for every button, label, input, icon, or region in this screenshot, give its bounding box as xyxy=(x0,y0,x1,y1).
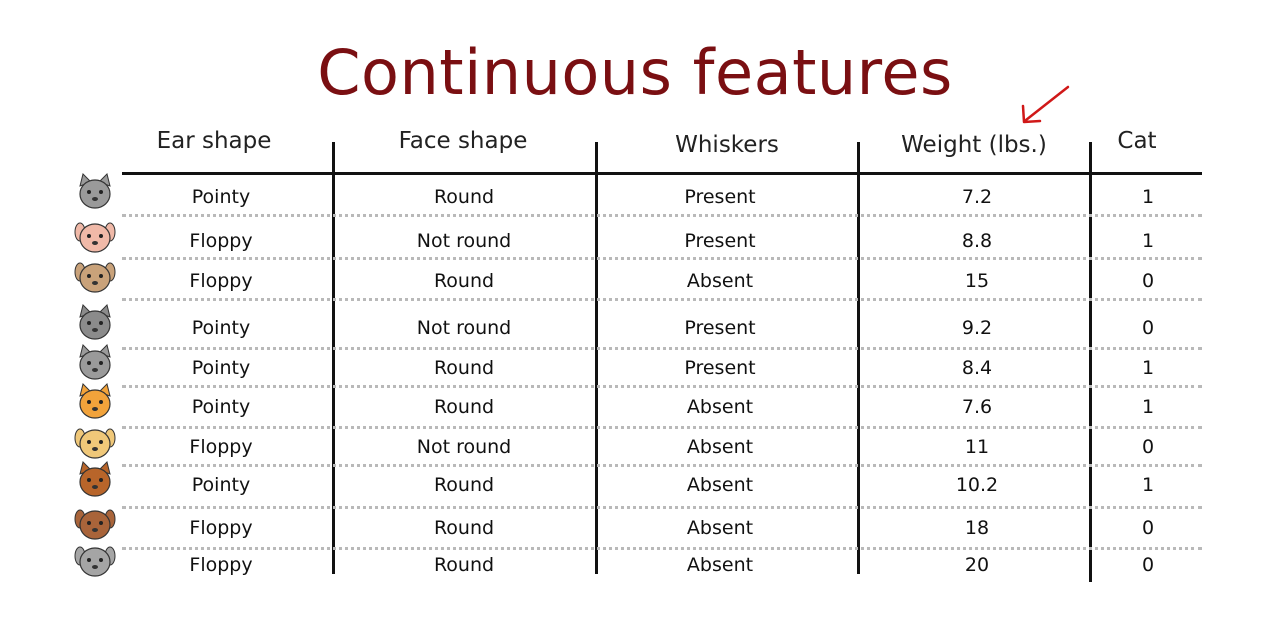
cell-whiskers: Present xyxy=(684,230,756,252)
gray-wolf-icon xyxy=(79,304,111,340)
header-face-shape: Face shape xyxy=(398,128,528,154)
red-arrow-icon xyxy=(1021,85,1070,124)
cell-face: Round xyxy=(433,186,495,208)
header-weight: Weight (lbs.) xyxy=(901,132,1047,158)
cell-face: Not round xyxy=(416,230,512,252)
cell-whiskers: Absent xyxy=(686,517,754,539)
column-divider xyxy=(857,142,860,574)
cell-ear: Pointy xyxy=(191,317,251,339)
cell-face: Not round xyxy=(416,317,512,339)
cell-cat: 0 xyxy=(1141,270,1155,292)
cell-ear: Floppy xyxy=(189,230,253,252)
cell-face: Round xyxy=(433,396,495,418)
cell-weight: 10.2 xyxy=(955,474,999,496)
cell-whiskers: Present xyxy=(684,317,756,339)
cell-cat: 1 xyxy=(1141,396,1155,418)
row-separator xyxy=(122,385,1202,388)
cell-cat: 0 xyxy=(1141,517,1155,539)
orange-cat-icon xyxy=(79,383,111,419)
cell-ear: Floppy xyxy=(189,517,253,539)
gray-cat-icon xyxy=(79,344,111,380)
cell-cat: 1 xyxy=(1141,230,1155,252)
cell-weight: 7.6 xyxy=(961,396,993,418)
brown-dog-icon xyxy=(74,509,116,540)
gray-cat-icon xyxy=(79,173,111,209)
column-divider xyxy=(332,142,335,574)
cell-weight: 18 xyxy=(964,517,990,539)
cell-whiskers: Absent xyxy=(686,436,754,458)
cell-cat: 0 xyxy=(1141,554,1155,576)
cell-whiskers: Present xyxy=(684,357,756,379)
cell-whiskers: Absent xyxy=(686,554,754,576)
cell-ear: Pointy xyxy=(191,474,251,496)
cell-cat: 1 xyxy=(1141,474,1155,496)
slide-title: Continuous features xyxy=(317,36,953,109)
cell-weight: 7.2 xyxy=(961,186,993,208)
cell-whiskers: Present xyxy=(684,186,756,208)
gray-dog-icon xyxy=(74,546,116,577)
cell-weight: 9.2 xyxy=(961,317,993,339)
cell-whiskers: Absent xyxy=(686,396,754,418)
yellow-dog-icon xyxy=(74,428,116,459)
cell-face: Round xyxy=(433,270,495,292)
cell-face: Not round xyxy=(416,436,512,458)
cell-ear: Floppy xyxy=(189,554,253,576)
cell-face: Round xyxy=(433,554,495,576)
cell-cat: 0 xyxy=(1141,317,1155,339)
cell-weight: 11 xyxy=(964,436,990,458)
column-divider xyxy=(1089,142,1092,582)
row-separator xyxy=(122,257,1202,260)
cell-weight: 8.4 xyxy=(961,357,993,379)
cell-ear: Pointy xyxy=(191,186,251,208)
column-divider xyxy=(595,142,598,574)
cell-face: Round xyxy=(433,474,495,496)
cell-cat: 1 xyxy=(1141,357,1155,379)
row-separator xyxy=(122,464,1202,467)
cell-ear: Floppy xyxy=(189,436,253,458)
cell-cat: 0 xyxy=(1141,436,1155,458)
cell-weight: 8.8 xyxy=(961,230,993,252)
header-cat: Cat xyxy=(1117,128,1157,154)
cell-ear: Floppy xyxy=(189,270,253,292)
cell-face: Round xyxy=(433,517,495,539)
cell-whiskers: Absent xyxy=(686,474,754,496)
brown-cat-icon xyxy=(79,461,111,497)
cell-whiskers: Absent xyxy=(686,270,754,292)
cell-weight: 15 xyxy=(964,270,990,292)
row-separator xyxy=(122,547,1202,550)
row-separator xyxy=(122,298,1202,301)
row-separator xyxy=(122,347,1202,350)
row-separator xyxy=(122,506,1202,509)
header-ear-shape: Ear shape xyxy=(156,128,272,154)
cell-ear: Pointy xyxy=(191,396,251,418)
header-rule xyxy=(122,172,1202,175)
row-separator xyxy=(122,426,1202,429)
row-separator xyxy=(122,214,1202,217)
cell-face: Round xyxy=(433,357,495,379)
header-whiskers: Whiskers xyxy=(675,132,779,158)
pink-pig-icon xyxy=(74,222,116,253)
cell-cat: 1 xyxy=(1141,186,1155,208)
cell-weight: 20 xyxy=(964,554,990,576)
cell-ear: Pointy xyxy=(191,357,251,379)
pug-dog-icon xyxy=(74,262,116,293)
